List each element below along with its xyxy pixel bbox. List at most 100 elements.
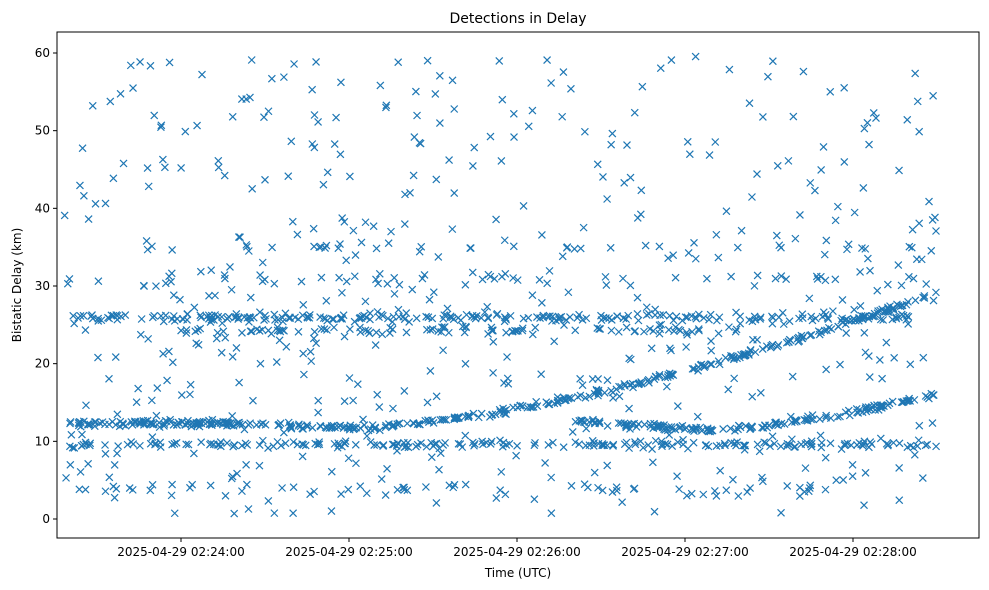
- detection-point: [76, 311, 85, 320]
- detection-point: [705, 315, 713, 324]
- detection-point: [567, 481, 576, 490]
- detection-point: [672, 312, 681, 321]
- detection-point: [737, 226, 746, 235]
- detection-point: [375, 403, 384, 411]
- detection-point: [655, 372, 664, 381]
- detection-point: [687, 312, 696, 320]
- detection-point: [299, 425, 307, 433]
- detection-point: [920, 291, 929, 300]
- detection-point: [679, 440, 688, 449]
- detection-point: [337, 313, 345, 322]
- detection-point: [390, 289, 399, 298]
- detection-point: [323, 168, 332, 177]
- detection-point: [777, 508, 785, 517]
- detection-point: [450, 189, 459, 197]
- detection-point: [602, 281, 611, 289]
- detection-point: [315, 440, 324, 449]
- detection-point: [638, 82, 647, 91]
- detection-point: [667, 423, 676, 431]
- detection-point: [406, 188, 414, 197]
- detection-point: [875, 356, 884, 364]
- detection-point: [617, 419, 625, 428]
- detection-point: [413, 440, 422, 449]
- detection-point: [336, 421, 344, 430]
- detection-point: [694, 310, 703, 319]
- detection-point: [637, 186, 646, 195]
- detection-point: [662, 382, 671, 391]
- detection-point: [708, 426, 717, 435]
- detection-point: [328, 315, 337, 324]
- detection-point: [768, 57, 777, 66]
- detection-point: [838, 314, 847, 323]
- detection-point: [314, 118, 323, 126]
- detection-point: [894, 261, 903, 269]
- detection-point: [316, 313, 325, 322]
- detection-point: [435, 119, 444, 127]
- detection-point: [264, 444, 272, 453]
- detection-point: [74, 421, 83, 430]
- detection-point: [625, 354, 634, 363]
- detection-point: [650, 507, 659, 516]
- detection-point: [149, 420, 158, 428]
- detection-point: [445, 481, 454, 490]
- detection-point: [365, 329, 374, 338]
- detection-point: [249, 396, 257, 405]
- detection-point: [309, 334, 318, 343]
- detection-point: [770, 439, 779, 448]
- detection-point: [861, 403, 870, 412]
- detection-point: [657, 320, 666, 329]
- detection-point: [449, 483, 458, 492]
- detection-point: [714, 253, 723, 262]
- detection-point: [244, 247, 253, 255]
- detection-point: [664, 325, 673, 334]
- detection-point: [859, 440, 868, 449]
- detection-point: [694, 325, 703, 333]
- detection-point: [513, 441, 522, 450]
- detection-point: [105, 473, 114, 482]
- detection-point: [364, 426, 373, 435]
- detection-point: [518, 402, 527, 411]
- detection-point: [593, 160, 602, 169]
- detection-point: [734, 425, 742, 434]
- detection-point: [226, 419, 235, 428]
- detection-point: [659, 310, 668, 319]
- detection-point: [683, 330, 692, 339]
- detection-point: [509, 109, 518, 118]
- detection-point: [567, 84, 575, 93]
- detection-point: [213, 328, 222, 337]
- detection-point: [932, 227, 940, 235]
- detection-point: [796, 211, 804, 219]
- detection-point: [448, 76, 457, 85]
- detection-point: [783, 439, 792, 448]
- detection-point: [596, 325, 605, 333]
- detection-point: [81, 326, 90, 335]
- detection-point: [573, 393, 582, 401]
- detection-point: [692, 314, 701, 323]
- detection-point: [177, 391, 186, 399]
- detection-point: [902, 397, 911, 405]
- detection-point: [381, 491, 390, 500]
- detection-point: [327, 467, 336, 476]
- detection-point: [821, 453, 830, 462]
- detection-point: [684, 249, 693, 257]
- detection-point: [878, 305, 887, 314]
- detection-point: [236, 233, 244, 242]
- detection-point: [651, 305, 660, 314]
- detection-point: [371, 424, 380, 433]
- detection-point: [395, 280, 404, 289]
- detection-point: [758, 112, 767, 121]
- detection-point: [381, 423, 390, 432]
- detection-point: [310, 487, 319, 496]
- detection-point: [392, 441, 401, 450]
- detection-point: [101, 441, 109, 449]
- detection-point: [165, 272, 174, 281]
- detection-point: [279, 428, 288, 437]
- detection-point: [264, 326, 273, 335]
- detection-point: [843, 245, 851, 254]
- detection-point: [183, 310, 192, 319]
- detection-point: [66, 417, 75, 426]
- detection-point: [207, 421, 216, 430]
- detection-point: [788, 372, 797, 381]
- detection-point: [545, 266, 554, 275]
